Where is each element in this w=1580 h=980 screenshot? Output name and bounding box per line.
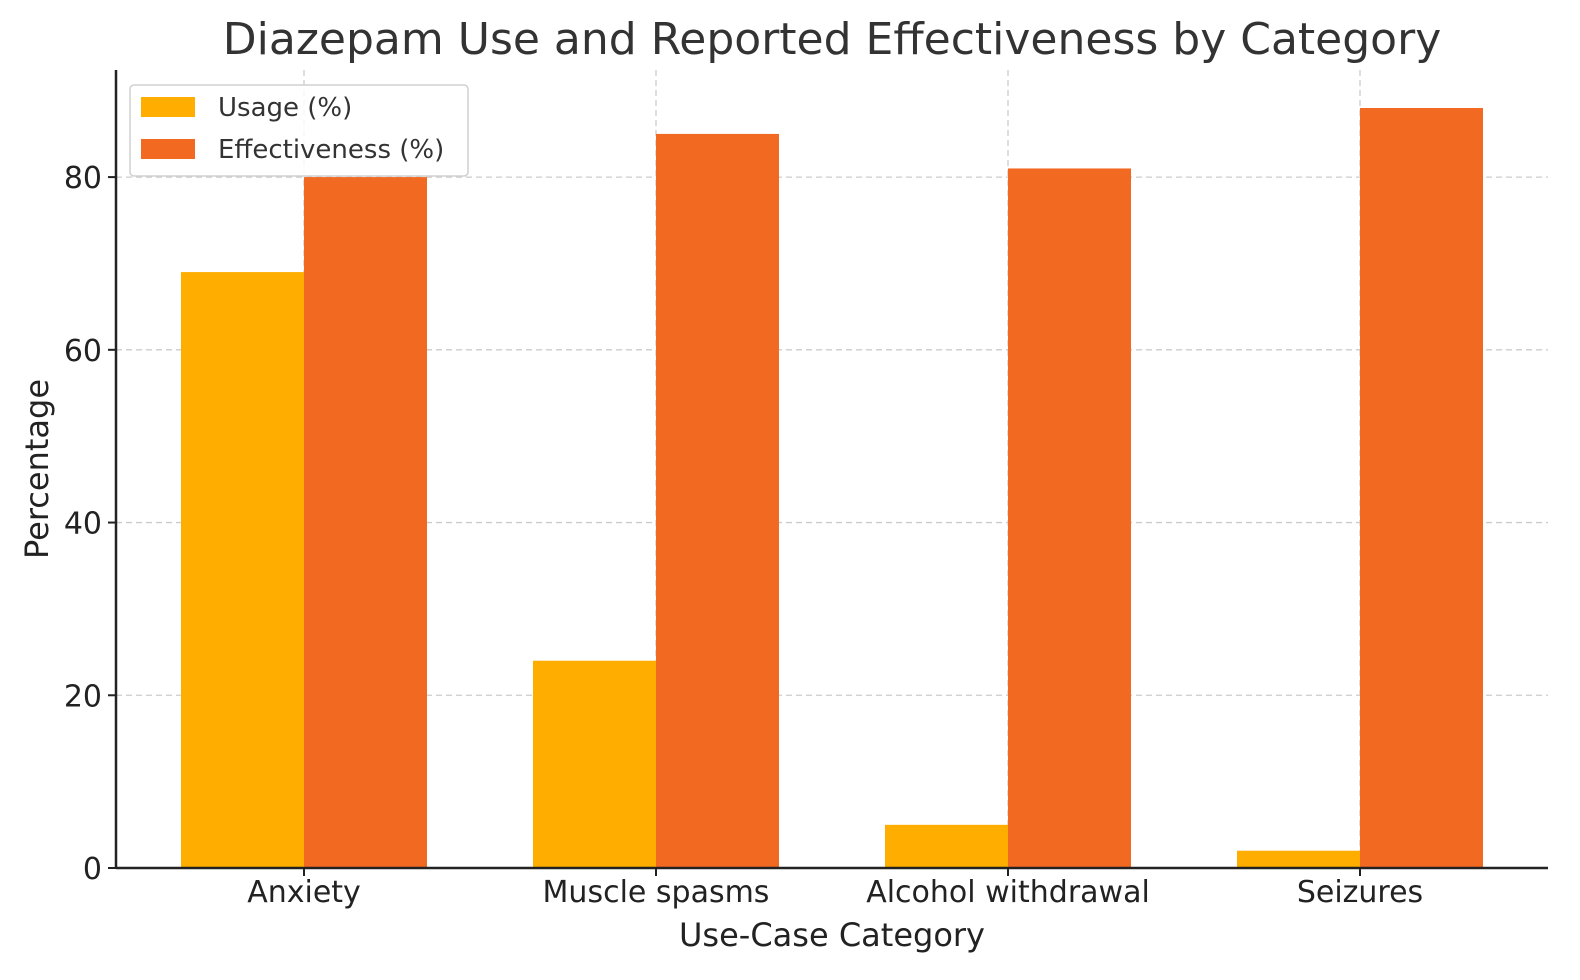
axes xyxy=(114,70,1548,870)
x-tick-label: Alcohol withdrawal xyxy=(866,875,1150,910)
legend-swatch xyxy=(141,97,195,117)
legend: Usage (%) Effectiveness (%) xyxy=(129,84,469,177)
bar-usage xyxy=(181,272,304,868)
bar-usage xyxy=(533,660,656,868)
y-tick-label: 0 xyxy=(83,852,102,887)
ticks: 0 20 40 60 80 Anxiety Muscle spasms Alcohol wit… xyxy=(64,161,1423,910)
bar-effectiveness xyxy=(1008,168,1131,869)
y-tick-label: 20 xyxy=(64,679,102,714)
legend-label: Usage (%) xyxy=(218,93,352,123)
legend-swatch xyxy=(141,139,195,159)
legend-label: Effectiveness (%) xyxy=(218,135,444,165)
bar-effectiveness xyxy=(304,177,427,868)
x-axis-label: Use-Case Category xyxy=(679,916,985,954)
bar-usage xyxy=(1237,850,1360,868)
bars xyxy=(181,108,1483,869)
y-tick-label: 80 xyxy=(64,161,102,196)
bar-usage xyxy=(885,824,1008,868)
chart-title: Diazepam Use and Reported Effectiveness … xyxy=(223,14,1441,65)
y-axis-label: Percentage xyxy=(18,379,56,559)
x-tick-label: Seizures xyxy=(1297,875,1423,910)
bar-effectiveness xyxy=(1360,108,1483,868)
x-tick-label: Muscle spasms xyxy=(543,875,770,910)
y-tick-label: 40 xyxy=(64,507,102,542)
x-tick-label: Anxiety xyxy=(247,875,361,910)
y-tick-label: 60 xyxy=(64,334,102,369)
legend-box xyxy=(129,84,469,177)
bar-effectiveness xyxy=(656,133,779,869)
